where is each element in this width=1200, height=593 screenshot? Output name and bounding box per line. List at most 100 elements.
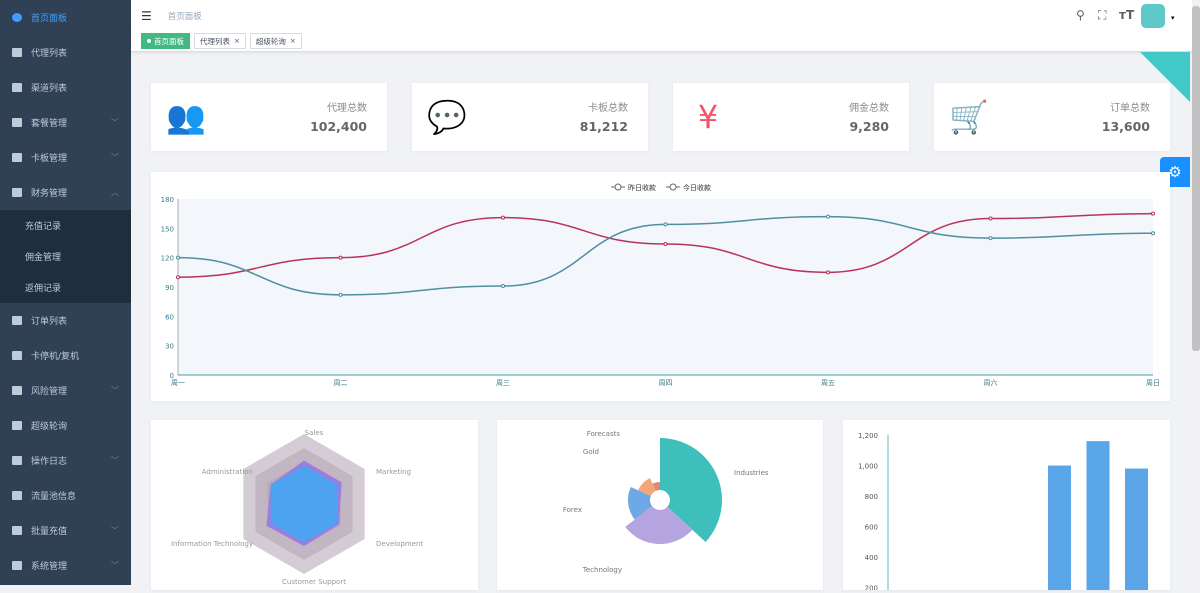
tag-label: 首页面板 (154, 36, 184, 46)
y-tick-label: 1,000 (858, 463, 878, 471)
sidebar-item-1[interactable]: 代理列表 (0, 35, 131, 70)
sidebar-item-2[interactable]: 渠道列表 (0, 70, 131, 105)
stat-card[interactable]: 🛒 订单总数 13,600 (934, 83, 1170, 151)
sidebar-item-label: 渠道列表 (31, 84, 68, 94)
close-icon[interactable]: × (289, 37, 296, 45)
stat-card[interactable]: 💬 卡板总数 81,212 (412, 83, 648, 151)
chevron-down-icon: ﹀ (111, 386, 119, 395)
stat-value: 102,400 (310, 119, 367, 134)
radar-indicator-label: Administration (202, 468, 253, 476)
peoples-icon: 👥 (166, 98, 206, 136)
x-tick-label: 周一 (171, 379, 185, 387)
pie-slice[interactable] (660, 438, 722, 543)
y-tick-label: 800 (865, 493, 878, 501)
chevron-down-icon: ﹀ (111, 456, 119, 465)
submenu-item[interactable]: 充值记录 (0, 210, 131, 241)
y-tick-label: 90 (165, 284, 174, 292)
data-point (338, 292, 343, 297)
y-tick-label: 180 (161, 196, 174, 204)
pie-label: Forex (563, 506, 582, 514)
submenu-item[interactable]: 返佣记录 (0, 272, 131, 303)
bar[interactable] (1048, 465, 1071, 593)
menu-icon (12, 48, 22, 57)
sidebar-item-label: 风险管理 (31, 387, 68, 397)
stat-value: 81,212 (579, 119, 628, 134)
menu-icon (12, 83, 22, 92)
pie-chart-panel: Industries Technology Forex Gold Forecasts (497, 420, 823, 590)
submenu-item-label: 返佣记录 (25, 284, 62, 294)
sidebar-item-7[interactable]: 卡停机/复机 (0, 338, 131, 373)
sidebar: 首页面板代理列表渠道列表套餐管理 ﹀ 卡板管理 ﹀ 财务管理 ︿ 充值记录 佣金管理返佣记录订… (0, 0, 131, 585)
scrollbar[interactable] (1192, 0, 1200, 585)
stat-label: 订单总数 (1110, 103, 1150, 114)
sidebar-item-4[interactable]: 卡板管理 ﹀ (0, 140, 131, 175)
stat-card[interactable]: ¥ 佣金总数 9,280 (673, 83, 909, 151)
bar[interactable] (1125, 468, 1148, 593)
sidebar-item-label: 代理列表 (31, 49, 68, 59)
breadcrumb[interactable]: 首页面板 (167, 11, 202, 22)
pie-label: Gold (583, 448, 599, 456)
y-tick-label: 600 (865, 524, 878, 532)
x-tick-label: 周六 (984, 378, 998, 387)
shopping-icon: 🛒 (949, 98, 989, 136)
data-point (1151, 231, 1155, 236)
data-point (1151, 211, 1155, 216)
sidebar-item-6[interactable]: 订单列表 (0, 303, 131, 338)
line-chart: 0 30 60 90 120 150 180 周一 周二 周三 周四 周五 周六 周日 昨日收款 今日收款 (161, 183, 1160, 387)
y-tick-label: 30 (165, 343, 174, 351)
menu-icon (12, 316, 22, 325)
bar[interactable] (1086, 441, 1110, 593)
sidebar-item-12[interactable]: 批量充值 ﹀ (0, 513, 131, 548)
data-point (826, 270, 830, 275)
radar-indicator-label: Sales (305, 429, 324, 437)
stat-label: 佣金总数 (849, 103, 889, 114)
data-point (663, 241, 668, 246)
menu-icon (12, 526, 22, 535)
data-point (501, 284, 505, 289)
data-point (338, 255, 343, 260)
stat-value: 13,600 (1101, 119, 1150, 134)
search-icon[interactable]: ⚲ (1076, 8, 1085, 22)
sidebar-item-10[interactable]: 操作日志 ﹀ (0, 443, 131, 478)
pie-label: Technology (582, 566, 622, 574)
radar-area (270, 465, 338, 543)
caret-down-icon[interactable]: ▾ (1171, 14, 1175, 22)
hamburger-icon[interactable]: ☰ (141, 8, 152, 23)
sidebar-item-label: 操作日志 (31, 457, 68, 467)
sidebar-item-11[interactable]: 流量池信息 (0, 478, 131, 513)
y-tick-label: 120 (161, 255, 174, 263)
submenu-item[interactable]: 佣金管理 (0, 241, 131, 272)
pie-slice[interactable] (652, 482, 660, 491)
pie-slice[interactable] (625, 506, 693, 544)
fullscreen-icon[interactable]: ⛶ (1098, 8, 1107, 22)
sidebar-item-label: 套餐管理 (31, 119, 68, 129)
sidebar-item-9[interactable]: 超级轮询 (0, 408, 131, 443)
stat-label: 卡板总数 (588, 103, 628, 114)
radar-chart-panel: Sales Marketing Development Customer Suppor… (151, 420, 478, 590)
pie-slice[interactable] (638, 478, 656, 496)
sidebar-item-0[interactable]: 首页面板 (0, 0, 131, 35)
legend-label[interactable]: 昨日收款 (628, 183, 656, 192)
stat-card[interactable]: 👥 代理总数 102,400 (151, 83, 387, 151)
tag-2[interactable]: 超级轮询 × (249, 33, 302, 49)
sidebar-item-5[interactable]: 财务管理 ︿ (0, 175, 131, 210)
submenu: 充值记录 佣金管理返佣记录 (0, 210, 131, 303)
sidebar-item-3[interactable]: 套餐管理 ﹀ (0, 105, 131, 140)
sidebar-item-8[interactable]: 风险管理 ﹀ (0, 373, 131, 408)
font-size-icon[interactable]: тT (1119, 8, 1135, 22)
avatar[interactable] (1141, 4, 1165, 28)
pie-label: Industries (734, 469, 769, 477)
menu-icon (12, 456, 22, 465)
pie-slice[interactable] (628, 486, 653, 520)
stat-label: 代理总数 (327, 103, 367, 114)
chevron-down-icon: ﹀ (111, 118, 119, 127)
legend-label[interactable]: 今日收款 (683, 183, 711, 192)
bar-chart: 200 400 600 800 1,000 1,200 (858, 432, 1148, 593)
sidebar-item-13[interactable]: 系统管理 ﹀ (0, 548, 131, 583)
tag-0[interactable]: 首页面板 (141, 33, 190, 49)
close-icon[interactable]: × (234, 37, 240, 45)
tag-1[interactable]: 代理列表 × (194, 33, 246, 49)
line-chart-panel: 0 30 60 90 120 150 180 周一 周二 周三 周四 周五 周六 周日 昨日收款 今日收款 (151, 172, 1170, 401)
data-point (501, 215, 505, 220)
bar-chart-panel: 200 400 600 800 1,000 1,200 (843, 420, 1170, 593)
